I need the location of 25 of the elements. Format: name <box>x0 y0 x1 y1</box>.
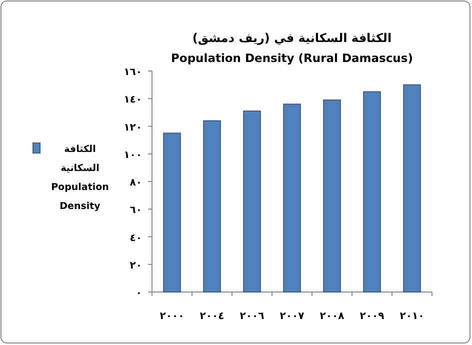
x-tick-label: ٢٠٠٨ <box>320 311 344 322</box>
y-tick-label: ١٤٠ <box>124 94 142 106</box>
y-tick-label: ٠ <box>136 288 142 299</box>
bar <box>283 104 301 292</box>
bar <box>363 91 381 292</box>
bar <box>163 132 181 292</box>
bar <box>403 84 421 292</box>
x-tick-label: ٢٠٠٠ <box>160 311 184 322</box>
bar <box>323 100 341 292</box>
y-tick-label: ٤٠ <box>130 232 142 244</box>
x-tick-label: ٢٠٠٦ <box>240 311 264 322</box>
chart-subtitle: Population Density (Rural Damascus) <box>171 51 413 65</box>
y-tick-label: ٢٠ <box>130 260 142 272</box>
y-tick-label: ١٦٠ <box>124 67 142 78</box>
chart-title: الكثافة السكانية في (ريف دمشق) <box>192 31 392 45</box>
x-tick-label: ٢٠٠٤ <box>200 311 224 322</box>
x-tick-label: ٢٠٠٩ <box>360 311 384 322</box>
y-tick-label: ١٢٠ <box>124 122 142 134</box>
y-tick-label: ١٠٠ <box>124 150 142 161</box>
y-tick-label: ٨٠ <box>130 178 142 188</box>
x-tick-label: ٢٠٠٧ <box>280 311 304 322</box>
bar <box>203 120 221 292</box>
x-tick-label: ٢٠١٠ <box>400 311 424 322</box>
y-tick-label: ٦٠ <box>130 205 142 216</box>
bar <box>243 110 261 292</box>
